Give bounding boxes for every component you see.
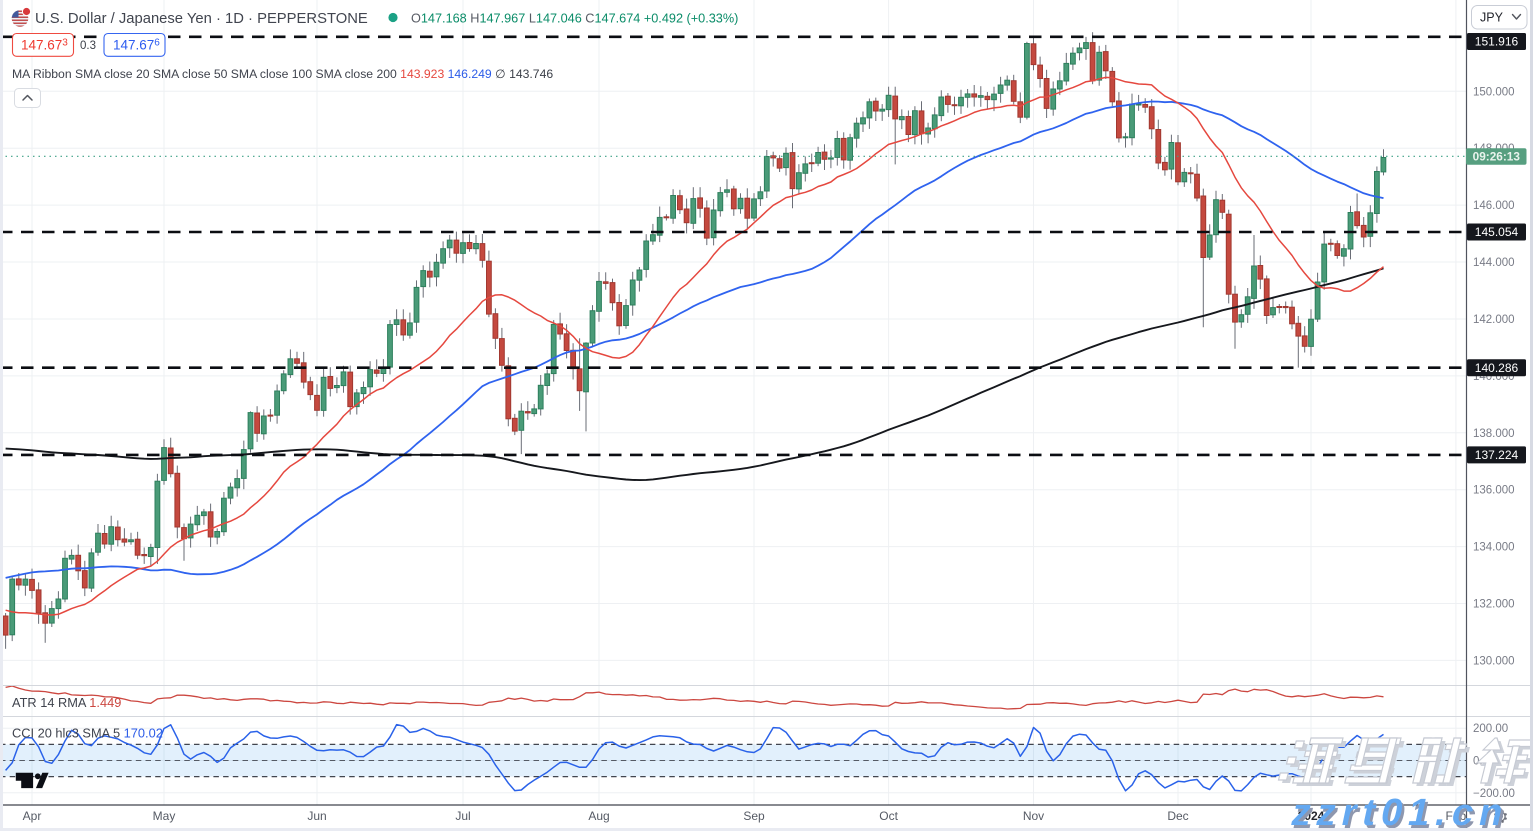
svg-text:142.000: 142.000	[1473, 314, 1515, 326]
svg-text:U.S. Dollar / Japanese Yen · 1: U.S. Dollar / Japanese Yen · 1D · PEPPER…	[35, 11, 368, 27]
svg-text:Sep: Sep	[743, 809, 765, 823]
svg-text:151.916: 151.916	[1475, 35, 1519, 49]
svg-text:Apr: Apr	[23, 809, 42, 823]
svg-text:CCI 20 hlc3 SMA 5 170.02: CCI 20 hlc3 SMA 5 170.02	[12, 726, 163, 741]
svg-text:O147.168 H147.967 L147.046 C14: O147.168 H147.967 L147.046 C147.674 +0.4…	[411, 12, 738, 26]
svg-text:2024: 2024	[1298, 809, 1325, 823]
svg-text:137.224: 137.224	[1475, 448, 1519, 462]
svg-text:Jun: Jun	[307, 809, 326, 823]
svg-text:200.00: 200.00	[1473, 723, 1508, 735]
svg-text:144.000: 144.000	[1473, 257, 1515, 269]
svg-text:Dec: Dec	[1167, 809, 1188, 823]
svg-text:Jul: Jul	[455, 809, 470, 823]
svg-text:138.000: 138.000	[1473, 428, 1515, 440]
svg-text:Feb: Feb	[1446, 809, 1467, 823]
svg-text:0.3: 0.3	[80, 40, 96, 52]
svg-text:Aug: Aug	[588, 809, 609, 823]
svg-text:145.054: 145.054	[1475, 225, 1519, 239]
svg-text:JPY: JPY	[1480, 11, 1504, 25]
svg-text:Nov: Nov	[1023, 809, 1044, 823]
svg-text:MA Ribbon SMA close 20 SMA clo: MA Ribbon SMA close 20 SMA close 50 SMA …	[12, 67, 553, 81]
svg-text:147.673: 147.673	[21, 38, 68, 53]
svg-text:132.000: 132.000	[1473, 599, 1515, 611]
svg-text:146.000: 146.000	[1473, 200, 1515, 212]
svg-text:130.000: 130.000	[1473, 655, 1515, 667]
svg-text:zzrt01.cn: zzrt01.cn	[1288, 791, 1514, 831]
svg-text:Oct: Oct	[879, 809, 898, 823]
svg-text:09:26:13: 09:26:13	[1473, 150, 1521, 164]
svg-text:−200.00: −200.00	[1473, 788, 1515, 800]
svg-text:140.286: 140.286	[1475, 361, 1519, 375]
svg-text:150.000: 150.000	[1473, 86, 1515, 98]
svg-text:136.000: 136.000	[1473, 485, 1515, 497]
svg-text:May: May	[153, 809, 176, 823]
svg-text:134.000: 134.000	[1473, 542, 1515, 554]
svg-text:ATR 14 RMA 1.449: ATR 14 RMA 1.449	[12, 695, 121, 710]
svg-text:147.676: 147.676	[113, 38, 160, 53]
